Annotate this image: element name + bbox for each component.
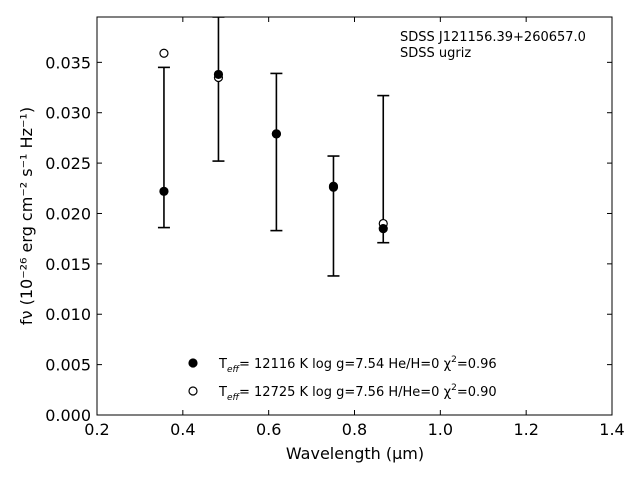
- annotation-survey: SDSS ugriz: [400, 46, 471, 61]
- legend-label: Teff= 12725 K log g=7.56 H/He=0 χ2=0.90: [218, 383, 497, 403]
- x-tick-label: 0.6: [256, 420, 281, 439]
- x-tick-label: 0.2: [84, 420, 109, 439]
- data-point-open: [159, 48, 169, 58]
- data-point-filled: [328, 182, 339, 192]
- y-tick-label: 0.005: [45, 356, 91, 375]
- y-axis: 0.000 0.005 0.010 0.015 0.020 0.025 0.030 0.035: [45, 53, 612, 425]
- y-tick-label: 0.015: [45, 255, 91, 274]
- y-tick-label: 0.035: [45, 53, 91, 72]
- y-tick-label: 0.030: [45, 104, 91, 123]
- annotation-object-name: SDSS J121156.39+260657.0: [400, 30, 586, 45]
- x-tick-label: 1.2: [513, 420, 538, 439]
- y-tick-label: 0.000: [45, 406, 91, 425]
- plot-frame: [96, 16, 613, 416]
- data-point-filled: [213, 69, 224, 80]
- data-point-filled: [378, 223, 388, 234]
- x-tick-label: 0.8: [342, 420, 367, 439]
- legend-label: Teff= 12116 K log g=7.54 He/H=0 χ2=0.96: [218, 355, 497, 375]
- x-tick-label: 1.4: [599, 420, 624, 439]
- x-axis-label: Wavelength (μm): [286, 444, 424, 463]
- x-tick-label: 0.4: [170, 420, 195, 439]
- data-point-filled: [271, 129, 281, 139]
- legend-marker-filled: [188, 358, 198, 368]
- data-point-filled: [159, 186, 169, 196]
- y-tick-label: 0.020: [45, 204, 91, 223]
- series-layer: [159, 48, 388, 234]
- y-tick-label: 0.025: [45, 154, 91, 173]
- y-tick-label: 0.010: [45, 305, 91, 324]
- error-bars: [157, 17, 390, 277]
- legend: Teff= 12116 K log g=7.54 He/H=0 χ2=0.96 T…: [188, 355, 497, 403]
- x-tick-label: 1.0: [428, 420, 453, 439]
- legend-marker-open: [188, 386, 198, 396]
- y-axis-label: fν (10⁻²⁶ erg cm⁻² s⁻¹ Hz⁻¹): [17, 107, 36, 325]
- x-axis: 0.2 0.4 0.6 0.8 1.0 1.2 1.4: [84, 17, 625, 439]
